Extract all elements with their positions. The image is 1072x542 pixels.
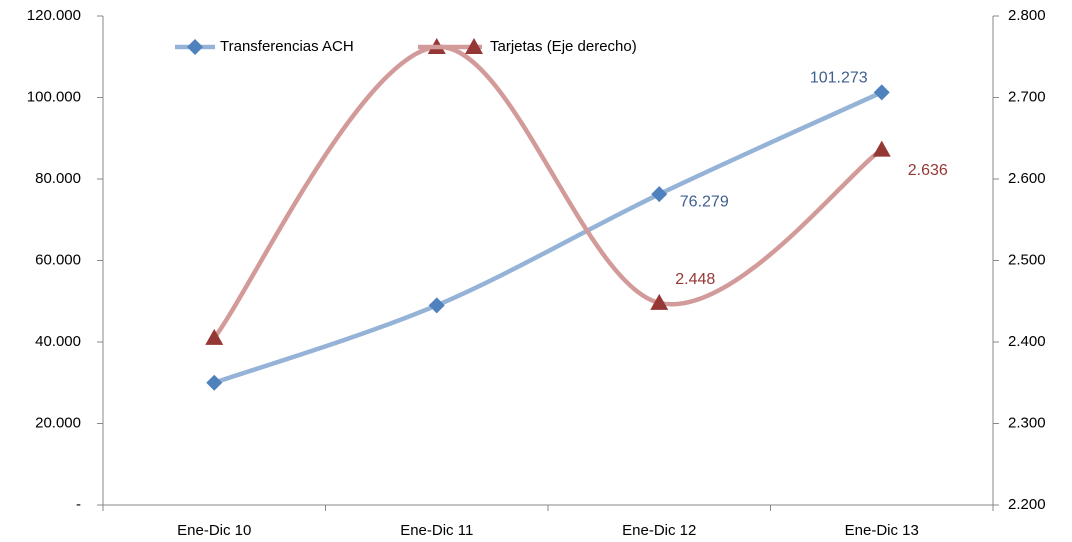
data-label: 101.273 bbox=[810, 70, 868, 87]
y-tick-label: - bbox=[76, 496, 81, 513]
legend-marker bbox=[465, 38, 483, 54]
legend-label: Transferencias ACH bbox=[220, 38, 354, 55]
y-tick-label: 60.000 bbox=[35, 251, 81, 268]
marker bbox=[650, 293, 669, 310]
marker bbox=[206, 374, 223, 391]
y-tick-label: 40.000 bbox=[35, 333, 81, 350]
y2-tick-label: 2.300 bbox=[1008, 414, 1046, 431]
series-line bbox=[212, 44, 884, 340]
marker bbox=[872, 140, 891, 157]
x-tick-label: Ene-Dic 12 bbox=[622, 522, 696, 539]
y2-tick-label: 2.700 bbox=[1008, 88, 1046, 105]
y2-tick-label: 2.800 bbox=[1008, 7, 1046, 24]
x-tick-label: Ene-Dic 13 bbox=[845, 522, 919, 539]
y-tick-label: 100.000 bbox=[27, 88, 81, 105]
marker bbox=[428, 297, 445, 314]
marker bbox=[205, 328, 224, 345]
y-tick-label: 80.000 bbox=[35, 170, 81, 187]
x-tick-label: Ene-Dic 11 bbox=[400, 522, 473, 539]
y-tick-label: 20.000 bbox=[35, 414, 81, 431]
data-label: 2.448 bbox=[675, 271, 715, 288]
y-tick-label: 120.000 bbox=[27, 7, 81, 24]
y2-tick-label: 2.200 bbox=[1008, 496, 1046, 513]
data-label: 2.636 bbox=[908, 162, 948, 179]
data-label: 76.279 bbox=[680, 193, 729, 210]
y2-tick-label: 2.600 bbox=[1008, 170, 1046, 187]
y2-tick-label: 2.500 bbox=[1008, 251, 1046, 268]
marker bbox=[651, 186, 668, 203]
legend-marker bbox=[187, 39, 203, 55]
y2-tick-label: 2.400 bbox=[1008, 333, 1046, 350]
marker bbox=[873, 84, 890, 101]
series-line bbox=[213, 90, 883, 385]
x-tick-label: Ene-Dic 10 bbox=[177, 522, 251, 539]
legend-label: Tarjetas (Eje derecho) bbox=[490, 38, 637, 55]
